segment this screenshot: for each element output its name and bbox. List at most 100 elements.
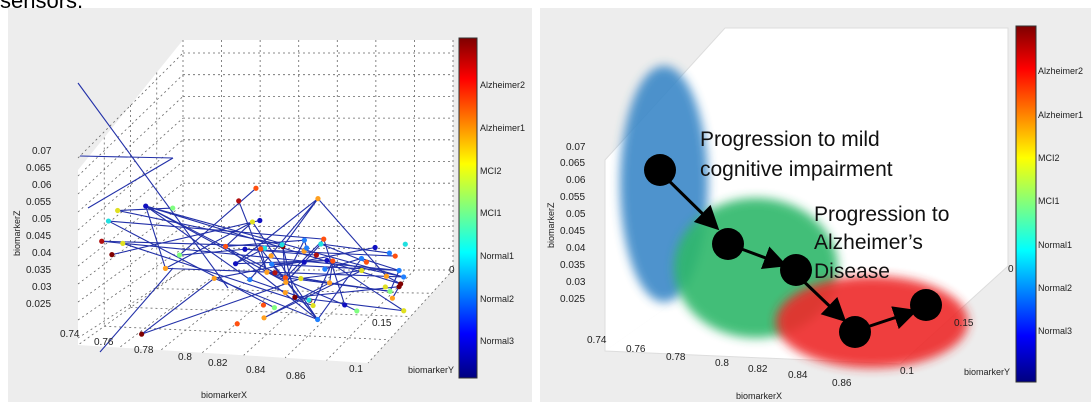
data-point (222, 243, 229, 250)
data-point (392, 253, 398, 259)
data-point (279, 242, 285, 248)
z-tick: 0.045 (560, 226, 585, 237)
data-point (310, 302, 316, 309)
grid-line (77, 226, 184, 303)
colorbar-label: MCI2 (480, 166, 502, 176)
z-tick: 0.035 (560, 260, 585, 271)
trajectory-line (79, 155, 174, 159)
data-point (258, 246, 264, 252)
trajectory-line (284, 238, 325, 279)
data-point (242, 246, 248, 252)
data-point (272, 270, 278, 276)
right-3d-illustration-chart: Progression to mild cognitive impairment… (546, 25, 1083, 401)
trajectory-line (317, 258, 362, 320)
z-axis-label: biomarkerZ (546, 202, 556, 248)
data-point (318, 241, 324, 247)
data-point (211, 275, 217, 281)
trajectory-line (323, 238, 346, 306)
data-point (401, 308, 407, 314)
data-point (359, 267, 365, 274)
back-wall (725, 28, 1008, 266)
trajectory-line (145, 205, 404, 278)
box-outline (604, 27, 1009, 365)
z-tick: 0.06 (566, 175, 586, 186)
z-tick: 0.065 (560, 158, 585, 169)
trajectory-line (244, 248, 396, 257)
data-point (383, 273, 390, 279)
trajectory-line (108, 220, 275, 309)
data-point (105, 218, 112, 224)
grid-line (77, 269, 184, 339)
trajectory-line (326, 259, 404, 278)
trajectory-line (312, 260, 334, 306)
grid-line (243, 269, 338, 356)
colorbar-label: Normal2 (480, 294, 514, 304)
x-tick: 0.78 (666, 352, 686, 363)
colorbar-label: Alzheimer1 (1038, 110, 1083, 120)
colorbar-labels: Alzheimer2 Alzheimer1 MCI2 MCI1 Normal1 … (480, 80, 525, 346)
colorbar-label: Normal3 (1038, 326, 1072, 336)
grid-lines (77, 40, 454, 364)
data-point (324, 257, 330, 264)
data-point (143, 203, 149, 209)
z-tick: 0.055 (26, 197, 51, 208)
data-point (358, 255, 365, 262)
trajectory-line (294, 286, 400, 298)
grid-line (77, 182, 184, 267)
y-tick: 0.1 (900, 366, 914, 377)
data-point (271, 305, 277, 311)
y-axis-label: biomarkerY (408, 365, 454, 375)
z-tick: 0.045 (26, 231, 51, 242)
data-point (387, 288, 393, 294)
y-tick-labels: 0.1 0.15 0 (349, 265, 455, 375)
trajectory-line (282, 198, 319, 247)
trajectory-line (235, 198, 319, 265)
x-tick: 0.78 (134, 345, 154, 356)
trajectory-line (271, 259, 328, 265)
data-point (109, 252, 115, 258)
trajectory-line (145, 205, 287, 283)
data-point (139, 331, 145, 337)
z-tick: 0.055 (560, 192, 585, 203)
grid-line (77, 269, 184, 346)
grid-line (156, 288, 432, 294)
data-point (314, 316, 321, 323)
alzheimer-annotation: Progression to Alzheimer’s Disease (814, 203, 955, 283)
data-point (402, 241, 408, 247)
data-point (342, 302, 348, 308)
trajectory-line (165, 267, 404, 278)
data-point (326, 280, 333, 286)
colorbar-label: MCI1 (1038, 196, 1060, 206)
data-point (115, 207, 121, 214)
data-point (268, 253, 274, 259)
data-point (304, 245, 310, 251)
x-axis-label: biomarkerX (736, 391, 782, 401)
colorbar (458, 37, 478, 379)
grid-line (119, 269, 222, 348)
colorbar (1015, 25, 1037, 383)
grid-line (202, 269, 299, 354)
x-tick: 0.76 (626, 344, 646, 355)
y-tick: 0.1 (349, 364, 363, 375)
data-point (283, 279, 289, 285)
trajectory-line (145, 205, 251, 280)
trajectory-line (117, 207, 173, 212)
trajectory-line (300, 277, 330, 284)
data-point (330, 258, 336, 264)
trajectory-line (87, 157, 174, 209)
data-point (396, 284, 402, 290)
z-tick: 0.07 (566, 142, 586, 153)
data-point (292, 294, 298, 300)
data-point (396, 267, 402, 274)
trajectory-line (145, 205, 401, 285)
grid-line (367, 269, 454, 364)
z-tick: 0.04 (566, 243, 586, 254)
x-tick: 0.8 (715, 358, 729, 369)
colorbar-label: Normal1 (480, 251, 514, 261)
stage-node (910, 289, 942, 321)
z-tick: 0.035 (26, 265, 51, 276)
x-tick: 0.84 (788, 370, 808, 381)
z-tick: 0.07 (32, 146, 52, 157)
left-chart-panel: 0.07 0.065 0.06 0.055 0.05 0.045 0.04 0.… (8, 8, 532, 402)
x-tick: 0.74 (60, 329, 80, 340)
